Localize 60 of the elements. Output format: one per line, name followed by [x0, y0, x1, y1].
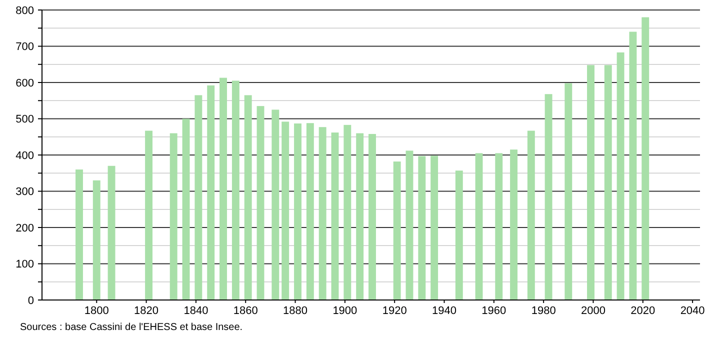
- bar: [331, 132, 339, 300]
- bar: [368, 134, 376, 300]
- bar: [642, 17, 650, 300]
- x-tick-label: 1860: [233, 305, 258, 317]
- y-tick-label: 100: [16, 258, 34, 271]
- bar: [510, 150, 518, 300]
- bar: [306, 123, 314, 300]
- source-note: Sources : base Cassini de l'EHESS et base Insee.: [20, 322, 243, 333]
- x-tick-label: 2040: [680, 305, 705, 317]
- bar: [170, 133, 178, 300]
- y-tick-label: 700: [16, 41, 34, 54]
- y-tick-label: 200: [16, 222, 34, 234]
- bar: [282, 122, 290, 300]
- bar: [455, 170, 463, 300]
- bar: [527, 130, 535, 300]
- x-tick-label: 1800: [84, 305, 109, 317]
- bar: [344, 124, 352, 300]
- y-tick-label: 500: [16, 114, 34, 126]
- x-tick-label: 1940: [432, 305, 456, 317]
- bar: [587, 65, 594, 300]
- bar: [108, 166, 116, 300]
- bar: [256, 106, 264, 300]
- bar: [318, 127, 326, 300]
- bar: [564, 83, 572, 300]
- bar: [393, 162, 401, 300]
- bar: [232, 80, 240, 300]
- bar: [220, 78, 227, 300]
- bar: [544, 94, 552, 300]
- bar: [272, 110, 280, 300]
- bar: [475, 153, 483, 300]
- bar: [418, 156, 426, 300]
- bar: [616, 52, 624, 300]
- bar: [182, 118, 190, 300]
- bar: [92, 180, 100, 300]
- x-tick-label: 1980: [531, 305, 556, 317]
- bar: [145, 130, 152, 300]
- bar: [629, 32, 637, 300]
- bar: [406, 150, 414, 300]
- x-tick-label: 1960: [482, 305, 506, 317]
- bar: [356, 133, 364, 300]
- bar: [194, 95, 202, 300]
- bar: [76, 170, 83, 300]
- bar: [294, 123, 302, 300]
- y-tick-label: 0: [28, 294, 34, 307]
- bar: [430, 156, 438, 300]
- x-tick-label: 2000: [580, 305, 606, 317]
- bar: [604, 65, 612, 300]
- y-tick-label: 400: [16, 150, 34, 162]
- x-tick-label: 1840: [184, 305, 208, 317]
- y-tick-label: 300: [16, 186, 34, 198]
- x-tick-label: 1880: [283, 305, 308, 317]
- bar: [244, 95, 252, 300]
- y-tick-label: 600: [16, 77, 34, 90]
- bar: [207, 85, 215, 300]
- x-tick-label: 1920: [382, 305, 407, 317]
- x-tick-label: 1900: [332, 305, 358, 317]
- x-tick-label: 2020: [630, 305, 656, 317]
- x-tick-label: 1820: [134, 305, 159, 317]
- y-tick-label: 800: [16, 4, 34, 17]
- bar: [495, 153, 503, 300]
